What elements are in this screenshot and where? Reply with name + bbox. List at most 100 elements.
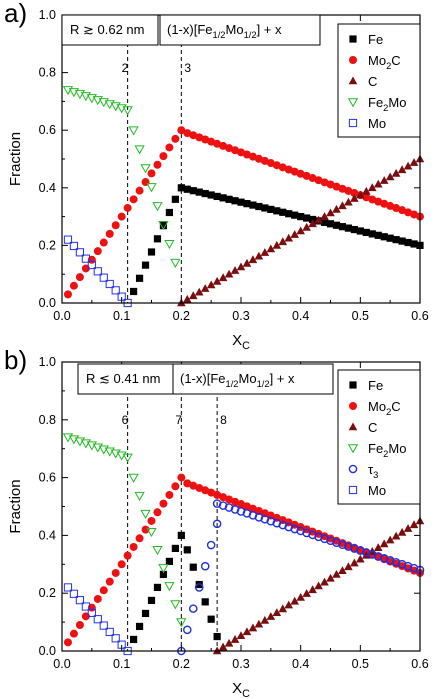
data-point	[147, 248, 156, 256]
y-tick-label: 0.8	[39, 66, 56, 80]
data-point	[302, 222, 311, 231]
y-axis-title: Fraction	[7, 132, 24, 186]
data-point	[152, 202, 163, 212]
data-point	[147, 596, 156, 605]
y-tick-label: 0.8	[39, 413, 56, 427]
data-point	[81, 602, 90, 611]
data-point	[69, 629, 78, 638]
data-point	[242, 258, 252, 267]
data-point	[189, 563, 197, 571]
data-point	[159, 570, 168, 579]
data-point	[182, 625, 192, 635]
data-point	[326, 220, 335, 228]
data-point	[379, 176, 389, 184]
data-point	[140, 509, 151, 520]
data-point	[111, 286, 120, 295]
data-point	[350, 225, 358, 234]
data-point	[373, 543, 383, 552]
data-point	[87, 608, 96, 617]
data-point	[362, 228, 370, 237]
data-point	[206, 540, 216, 550]
legend-marker-Fe2Mo	[347, 444, 359, 454]
data-point	[230, 266, 240, 274]
legend-label-Mo: Mo	[368, 116, 386, 131]
legend-label-C: C	[368, 420, 377, 435]
data-point	[165, 557, 173, 566]
data-point	[153, 508, 162, 517]
data-point	[170, 600, 181, 610]
data-point	[158, 221, 169, 231]
y-tick-label: 1.0	[39, 8, 56, 22]
data-point	[326, 573, 335, 582]
data-point	[248, 623, 258, 632]
data-point	[260, 248, 270, 256]
data-point	[231, 197, 239, 205]
data-point	[338, 223, 347, 231]
data-point	[164, 239, 175, 250]
chart-panel-b: b) 6 7 8 0.0 0.1 0.2 0.3 0.4 0.5 0.6 0.0 0.2 0.4 0.6 0.…	[4, 345, 429, 699]
data-point	[93, 247, 102, 256]
data-point	[207, 615, 215, 623]
data-point	[350, 558, 359, 567]
data-point	[99, 238, 108, 247]
legend-marker-C	[348, 76, 358, 85]
data-point	[134, 491, 145, 501]
legend-label-Fe: Fe	[368, 32, 383, 47]
x-axis-title: XC	[232, 332, 250, 352]
data-point	[356, 227, 364, 235]
y-tick-label: 0.6	[39, 123, 56, 137]
data-point	[75, 248, 85, 257]
data-point	[69, 589, 79, 598]
data-point	[320, 218, 329, 226]
series-C	[177, 154, 425, 307]
data-point	[332, 204, 341, 213]
x-tick-label: 0.3	[232, 309, 249, 323]
data-point	[177, 531, 185, 539]
data-point	[189, 187, 197, 195]
data-point	[141, 609, 150, 618]
data-point	[308, 219, 317, 228]
data-point	[146, 527, 157, 538]
data-point	[93, 615, 102, 624]
y-axis-title: Fraction	[7, 479, 24, 533]
data-point	[158, 564, 169, 574]
data-point	[397, 527, 407, 536]
data-point	[159, 222, 168, 230]
data-point	[153, 583, 162, 592]
series-Mo2C	[63, 473, 424, 647]
data-point	[291, 211, 299, 219]
data-point	[99, 621, 108, 630]
data-point	[285, 210, 293, 218]
data-point	[194, 287, 204, 296]
data-point	[266, 612, 276, 620]
data-point	[183, 185, 191, 193]
chart-panel-a: a) 2 3 0.0 0.1 0.2 0.3 0.4 0.5 0.6 0.0 0.2 0.4 0.6 0.8…	[4, 0, 429, 352]
data-point	[409, 158, 419, 166]
data-point	[397, 165, 407, 174]
data-point	[111, 568, 120, 577]
data-point	[254, 251, 264, 260]
panel-letter: b)	[4, 345, 27, 375]
data-point	[135, 186, 144, 195]
data-point	[122, 106, 133, 116]
data-point	[338, 566, 347, 574]
data-point	[350, 194, 359, 202]
data-point	[302, 589, 311, 597]
legend-marker-Mo	[348, 118, 358, 128]
data-point	[373, 179, 383, 188]
data-point	[195, 580, 203, 589]
annotation-radius-box	[77, 363, 174, 395]
data-point	[63, 290, 72, 299]
data-point	[225, 195, 233, 203]
data-point	[93, 267, 102, 276]
data-point	[338, 201, 347, 210]
data-point	[224, 638, 234, 647]
data-point	[284, 233, 294, 242]
y-tick-label: 0.0	[39, 296, 56, 310]
data-point	[403, 161, 413, 170]
legend-label-Fe2Mo: Fe2Mo	[368, 95, 406, 113]
panel-letter: a)	[4, 0, 27, 28]
legend-label-Mo2C: Mo2C	[368, 399, 401, 417]
data-point	[159, 152, 168, 161]
data-point	[272, 608, 282, 617]
